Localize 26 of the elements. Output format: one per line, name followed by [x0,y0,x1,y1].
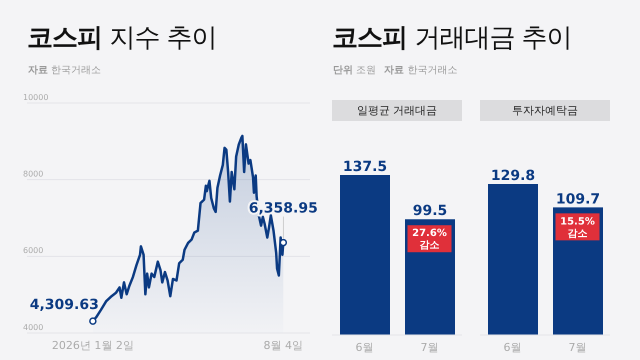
chart-title: 코스피 지수 추이 [27,23,217,53]
y-tick-label: 6000 [23,246,44,256]
callout-box: 27.6% 감소 [408,225,452,252]
y-tick-label: 10000 [23,92,48,102]
data-label: 99.5 [412,203,448,220]
x-tick-label: 7월 [568,340,586,354]
x-tick-label: 2026년 1월 2일 [52,338,134,352]
annotation: 27.6% 감소 [412,228,447,252]
callout-box: 15.5% 감소 [556,213,600,240]
data-label: 109.7 [556,191,600,208]
text: 자료 한국거래소 [28,65,102,76]
data-label: 129.8 [490,168,536,184]
text: 자료 한국거래소 [384,65,458,76]
text: 단위 조원 [333,65,376,76]
chart-title: 코스피 거래대금 추이 [332,23,572,53]
x-tick-label: 6월 [504,340,522,354]
chart-subtitle: 투자자예탁금 [480,100,610,121]
x-tick-label: 6월 [356,340,374,354]
x-tick-label: 7월 [420,340,438,354]
annotation: 4,309.63 [30,297,99,314]
x-tick-label: 8월 4일 [264,338,304,352]
y-tick-label: 8000 [23,170,44,179]
chart-subtitle: 일평균 거래대금 [332,100,462,121]
y-tick-label: 4000 [23,322,44,332]
data-label: 137.5 [342,159,388,175]
annotation: 15.5% 감소 [560,216,595,240]
